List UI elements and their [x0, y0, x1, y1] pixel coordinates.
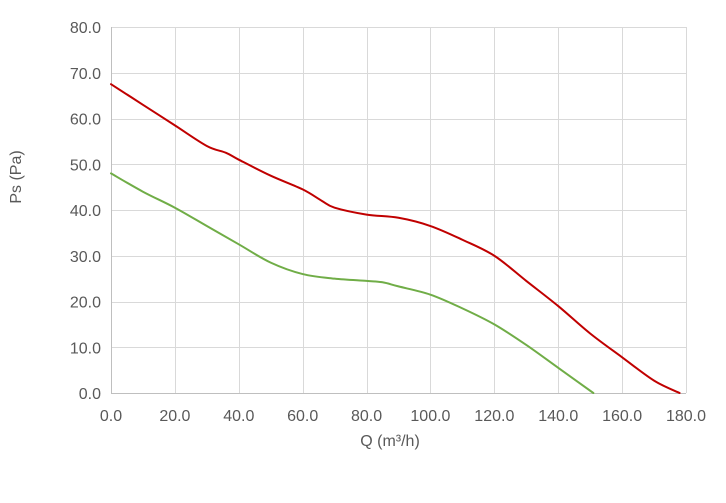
series-line-1: [110, 83, 681, 394]
y-tick-label: 50.0: [70, 157, 101, 174]
x-tick-label: 120.0: [474, 408, 514, 425]
grid: [111, 27, 687, 394]
y-tick-label: 80.0: [70, 20, 101, 37]
y-tick-label: 70.0: [70, 66, 101, 83]
x-tick-label: 100.0: [410, 408, 450, 425]
x-tick-label: 180.0: [666, 408, 706, 425]
y-tick-label: 20.0: [70, 295, 101, 312]
y-axis-title: Ps (Pa): [8, 150, 25, 203]
x-tick-label: 20.0: [159, 408, 190, 425]
series-lines: [110, 83, 681, 394]
x-axis-title: Q (m³/h): [360, 433, 420, 450]
axes: [111, 27, 686, 394]
x-tick-label: 140.0: [538, 408, 578, 425]
x-tick-label: 40.0: [223, 408, 254, 425]
x-tick-label: 80.0: [351, 408, 382, 425]
x-tick-label: 0.0: [100, 408, 122, 425]
y-tick-label: 0.0: [79, 386, 101, 403]
y-tick-label: 40.0: [70, 203, 101, 220]
y-tick-label: 30.0: [70, 249, 101, 266]
series-line-2: [110, 172, 595, 394]
y-tick-label: 60.0: [70, 112, 101, 129]
x-tick-label: 160.0: [602, 408, 642, 425]
tick-labels: 0.0 10.0 20.0 30.0 40.0 50.0 60.0 70.0 80.0 0.0 20…: [70, 20, 706, 425]
y-tick-label: 10.0: [70, 340, 101, 357]
x-tick-label: 60.0: [287, 408, 318, 425]
